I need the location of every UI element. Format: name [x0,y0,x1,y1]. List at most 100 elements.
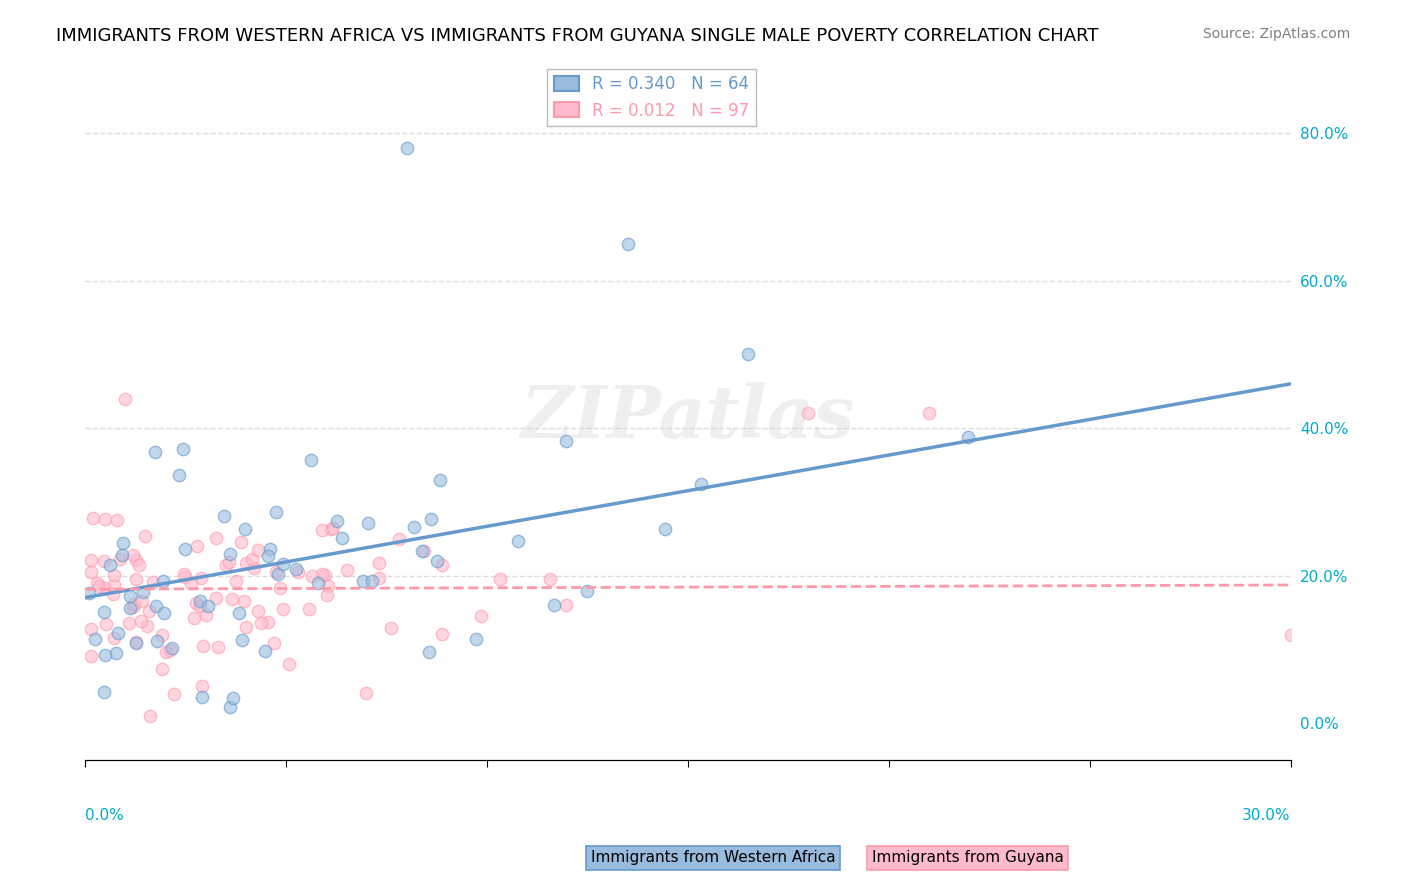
Point [352,574,374,589]
Point [108,552,131,566]
Point [219,699,242,714]
Point [654,522,676,536]
Point [124,553,146,567]
Point [143,444,166,458]
Point [172,442,194,457]
Point [121,599,143,614]
Point [918,407,941,421]
Point [186,539,208,553]
Point [82,511,104,525]
Point [299,453,322,467]
Point [259,541,281,556]
Point [180,575,202,590]
Point [314,567,336,582]
Point [145,599,167,613]
Point [316,589,339,603]
Point [326,514,349,528]
Point [311,567,333,582]
Point [311,523,333,537]
Point [150,662,173,676]
Point [287,565,309,579]
Point [418,645,440,659]
Point [278,657,301,672]
Point [118,600,141,615]
Point [124,597,146,611]
Point [271,602,294,616]
Point [103,631,125,645]
Point [94,648,117,662]
Text: 0.0%: 0.0% [86,808,124,823]
Point [105,513,128,527]
Point [146,634,169,648]
Point [142,574,165,589]
Point [235,620,257,634]
Point [543,598,565,612]
Point [105,646,128,660]
Point [797,407,820,421]
Point [107,626,129,640]
Point [222,690,245,705]
Point [188,599,211,614]
Point [212,508,235,523]
Point [470,608,492,623]
Text: Source: ZipAtlas.com: Source: ZipAtlas.com [1202,27,1350,41]
Point [94,616,117,631]
Point [267,567,290,582]
Point [163,687,186,701]
Point [243,560,266,574]
Point [80,622,103,636]
Text: 30.0%: 30.0% [1241,808,1291,823]
Point [411,544,433,558]
Point [555,598,578,612]
Point [80,566,103,580]
Text: Immigrants from Guyana: Immigrants from Guyana [872,850,1063,865]
Point [402,520,425,534]
Point [138,604,160,618]
Point [506,534,529,549]
Point [269,581,291,595]
Point [111,536,134,550]
Point [225,574,247,589]
Point [387,532,409,546]
Point [263,636,285,650]
Point [150,628,173,642]
Point [118,615,141,630]
Point [464,632,486,647]
Point [93,605,115,619]
Point [101,587,124,601]
Point [420,512,443,526]
Point [426,554,449,568]
Point [1279,628,1302,642]
Point [131,593,153,607]
Point [229,534,252,549]
Point [395,141,418,155]
Point [737,347,759,361]
Text: IMMIGRANTS FROM WESTERN AFRICA VS IMMIGRANTS FROM GUYANA SINGLE MALE POVERTY COR: IMMIGRANTS FROM WESTERN AFRICA VS IMMIGR… [56,27,1098,45]
Point [134,528,156,542]
Point [162,641,184,656]
Point [110,548,132,562]
Point [616,236,638,251]
Point [316,579,339,593]
Point [94,512,117,526]
Point [153,606,176,620]
Point [124,573,146,587]
Point [538,572,561,586]
Point [264,505,287,519]
Point [205,591,228,606]
Point [122,548,145,562]
Text: Immigrants from Western Africa: Immigrants from Western Africa [591,850,835,865]
Point [413,543,436,558]
Point [322,521,344,535]
Point [79,586,101,600]
Point [114,392,136,406]
Point [207,640,229,655]
Point [167,467,190,482]
Point [93,554,115,568]
Point [80,648,103,663]
Point [246,605,269,619]
Point [231,632,253,647]
Point [84,632,107,646]
Point [125,636,148,650]
Point [173,570,195,584]
